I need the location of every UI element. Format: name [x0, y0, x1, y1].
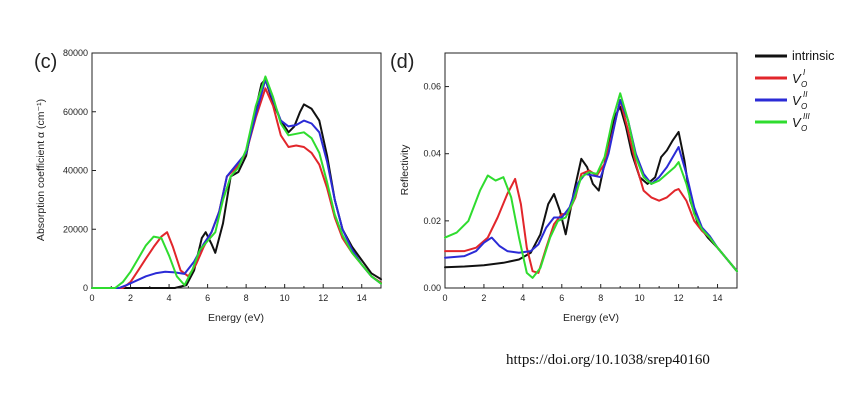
absorption-x-ticks: 0 2 4 6 8 10 12 14 [89, 284, 367, 303]
reflectivity-y-tick-label: 0.06 [423, 82, 441, 92]
absorption-x-tick-label: 0 [89, 293, 94, 303]
absorption-y-tick-label: 60000 [63, 107, 88, 117]
legend-item-vo3: V O III [755, 112, 810, 133]
legend-label-sup-vo1: I [803, 68, 806, 77]
legend-label-intrinsic: intrinsic [792, 49, 834, 63]
absorption-x-tick-label: 2 [128, 293, 133, 303]
absorption-x-tick-label: 14 [357, 293, 367, 303]
absorption-x-tick-label: 4 [167, 293, 172, 303]
reflectivity-x-tick-label: 14 [713, 293, 723, 303]
legend-label-base-vo3: V [792, 115, 802, 130]
absorption-y-tick-label: 80000 [63, 48, 88, 58]
absorption-x-tick-label: 12 [318, 293, 328, 303]
reflectivity-line-vo3 [444, 92, 738, 279]
reflectivity-line-vo2 [444, 99, 738, 273]
absorption-x-tick-label: 8 [244, 293, 249, 303]
reflectivity-x-tick-label: 12 [674, 293, 684, 303]
absorption-line-intrinsic [91, 78, 382, 289]
legend-label-base-vo1: V [792, 71, 802, 86]
legend-label-sub-vo2: O [801, 102, 807, 111]
reflectivity-x-tick-label: 2 [481, 293, 486, 303]
doi-link[interactable]: https://doi.org/10.1038/srep40160 [506, 352, 710, 368]
legend-item-vo2: V O II [755, 90, 808, 111]
reflectivity-y-tick-label: 0.00 [423, 283, 441, 293]
absorption-y-tick-label: 20000 [63, 224, 88, 234]
reflectivity-x-tick-label: 10 [635, 293, 645, 303]
reflectivity-line-vo1 [444, 99, 738, 274]
reflectivity-x-tick-label: 4 [520, 293, 525, 303]
reflectivity-y-axis-title: Reflectivity [399, 144, 411, 196]
absorption-y-tick-label: 40000 [63, 166, 88, 176]
absorption-y-axis-title: Absorption coefficient α (cm⁻¹) [35, 99, 47, 241]
reflectivity-x-axis-title: Energy (eV) [563, 312, 619, 324]
absorption-x-tick-label: 6 [205, 293, 210, 303]
reflectivity-y-ticks: 0.00 0.02 0.04 0.06 [423, 82, 449, 293]
absorption-line-vo3 [91, 75, 382, 289]
reflectivity-x-ticks: 0 2 4 6 8 10 12 14 [442, 284, 723, 303]
reflectivity-series [444, 92, 738, 279]
legend-label-sub-vo1: O [801, 80, 807, 89]
absorption-x-axis-title: Energy (eV) [208, 312, 264, 324]
legend-label-sup-vo2: II [803, 90, 808, 99]
legend-label-sup-vo3: III [803, 112, 810, 121]
absorption-chart-panel: (c) 0 2 4 6 8 10 12 14 0 20000 40000 60000 80000 En… [34, 48, 382, 324]
absorption-x-tick-label: 10 [280, 293, 290, 303]
legend-item-vo1: V OI [755, 68, 807, 89]
reflectivity-x-tick-label: 0 [442, 293, 447, 303]
absorption-line-vo1 [91, 87, 382, 289]
panel-label-c: (c) [34, 51, 57, 73]
legend-item-intrinsic: intrinsic [755, 49, 834, 63]
absorption-series [91, 75, 382, 289]
reflectivity-chart-panel: (d) 0 2 4 6 8 10 12 14 0.00 0.02 0.04 0.06 Energy … [390, 51, 738, 324]
reflectivity-y-tick-label: 0.04 [423, 149, 441, 159]
absorption-line-vo2 [91, 78, 382, 289]
panel-label-d: (d) [390, 51, 414, 73]
reflectivity-line-intrinsic [444, 105, 738, 273]
reflectivity-x-tick-label: 6 [559, 293, 564, 303]
legend-label-sub-vo3: O [801, 124, 807, 133]
reflectivity-x-tick-label: 8 [598, 293, 603, 303]
legend-label-base-vo2: V [792, 93, 802, 108]
reflectivity-plot-frame [444, 52, 738, 289]
absorption-y-tick-label: 0 [83, 283, 88, 293]
reflectivity-y-tick-label: 0.02 [423, 216, 441, 226]
absorption-y-ticks: 0 20000 40000 60000 80000 [63, 48, 96, 293]
